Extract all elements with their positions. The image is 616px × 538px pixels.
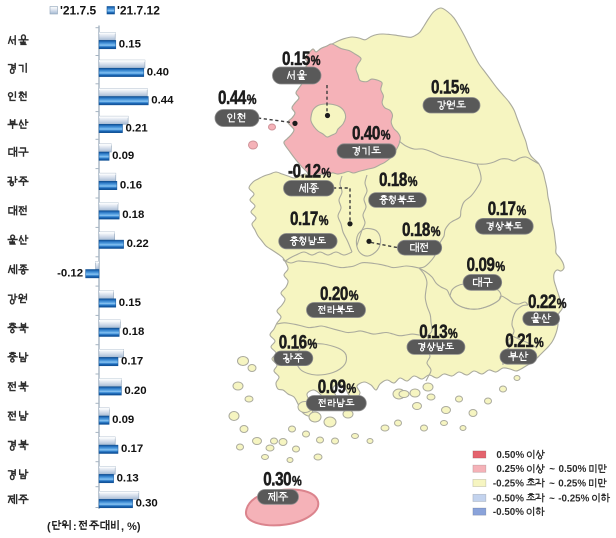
svg-text:0.30: 0.30 (136, 498, 158, 510)
svg-text:-0.25%: -0.25% (493, 478, 524, 489)
svg-text:~: ~ (549, 478, 555, 489)
svg-text:0.18%: 0.18% (402, 218, 440, 240)
svg-text:0.16%: 0.16% (279, 331, 317, 353)
svg-text:0.09%: 0.09% (467, 253, 505, 275)
svg-text:0.22%: 0.22% (528, 290, 566, 312)
svg-text:0.40%: 0.40% (352, 122, 390, 144)
svg-text:0.15%: 0.15% (431, 76, 469, 98)
svg-text:0.20%: 0.20% (320, 282, 358, 304)
svg-text:0.18%: 0.18% (379, 168, 417, 190)
svg-text:0.17: 0.17 (121, 443, 143, 455)
svg-text:-0.50%: -0.50% (493, 493, 524, 504)
svg-text:0.40: 0.40 (147, 66, 169, 78)
svg-text:'21.7.5: '21.7.5 (60, 4, 97, 18)
svg-text:0.17: 0.17 (121, 356, 143, 368)
svg-text:~: ~ (549, 464, 555, 475)
svg-text:0.09: 0.09 (112, 414, 134, 426)
svg-text:0.17%: 0.17% (488, 197, 526, 219)
svg-text:0.20: 0.20 (124, 385, 146, 397)
svg-text:0.44%: 0.44% (218, 86, 256, 108)
svg-text:0.09: 0.09 (112, 150, 134, 162)
svg-text:0.50%: 0.50% (559, 464, 587, 475)
svg-text:(: ( (47, 521, 51, 533)
svg-text:0.44: 0.44 (151, 95, 174, 107)
svg-text:0.17%: 0.17% (290, 207, 328, 229)
svg-text:0.21: 0.21 (126, 122, 149, 134)
svg-text:-0.25%: -0.25% (558, 493, 589, 504)
svg-text:0.21%: 0.21% (505, 329, 543, 351)
svg-text:-0.50%: -0.50% (493, 507, 524, 518)
svg-text:0.30%: 0.30% (263, 468, 301, 490)
svg-text:, %): , %) (121, 521, 141, 533)
svg-text:0.25%: 0.25% (558, 478, 586, 489)
svg-text:0.13: 0.13 (117, 473, 139, 485)
svg-text:0.16: 0.16 (120, 179, 142, 191)
svg-text:0.15: 0.15 (119, 39, 142, 51)
svg-text:-0.12: -0.12 (57, 268, 83, 280)
svg-text:0.09%: 0.09% (318, 375, 356, 397)
svg-text:0.18: 0.18 (122, 326, 144, 338)
svg-text:0.22: 0.22 (127, 238, 149, 250)
svg-text:0.15: 0.15 (119, 297, 142, 309)
svg-text:-0.12%: -0.12% (288, 160, 331, 182)
svg-text:0.13%: 0.13% (419, 320, 457, 342)
svg-text::: : (73, 521, 77, 533)
svg-text:~: ~ (549, 493, 555, 504)
svg-text:'21.7.12: '21.7.12 (117, 4, 160, 18)
svg-text:0.15%: 0.15% (282, 47, 320, 69)
svg-text:0.25%: 0.25% (496, 464, 524, 475)
svg-text:0.50%: 0.50% (496, 450, 524, 461)
svg-text:0.18: 0.18 (122, 209, 144, 221)
